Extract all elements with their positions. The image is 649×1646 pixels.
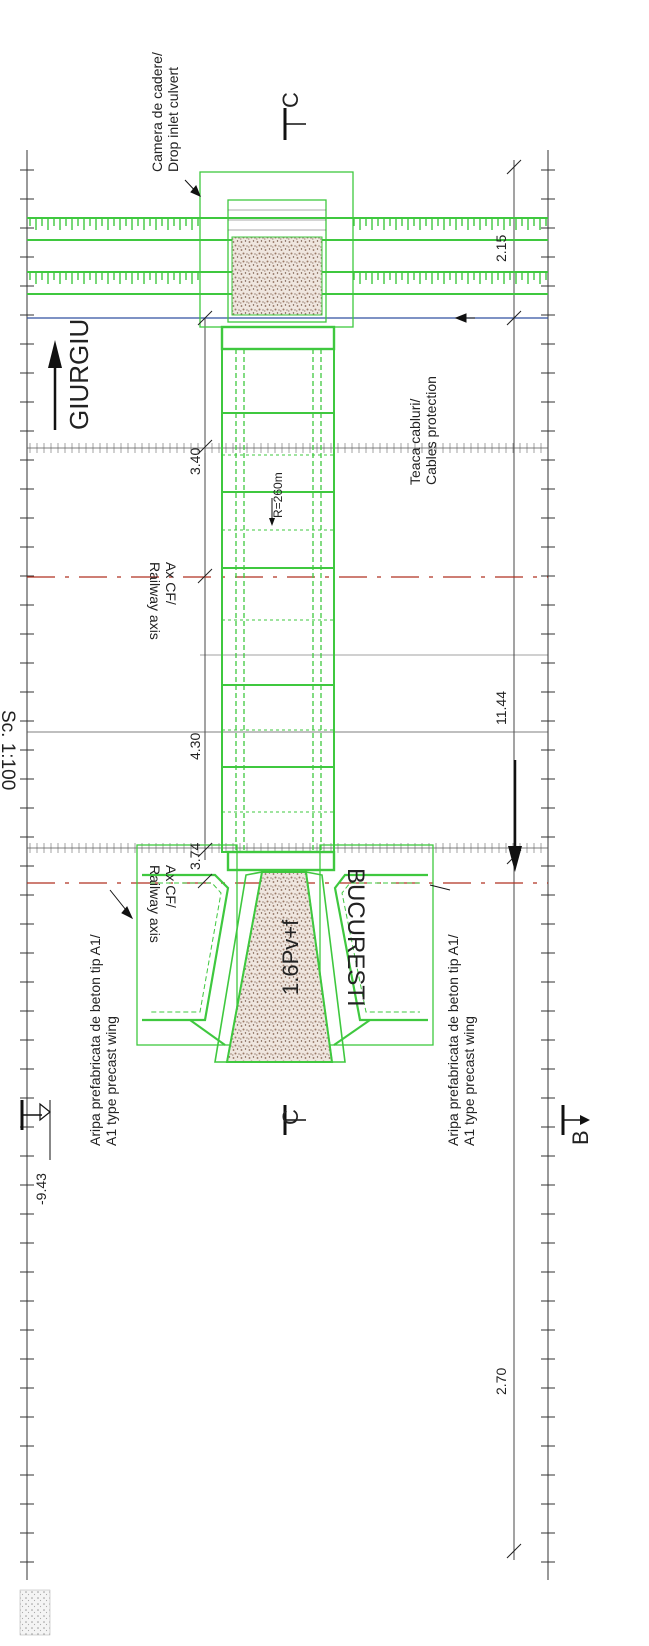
wing-right-label-ro: Aripa prefabricata de beton tip A1/ <box>445 934 461 1146</box>
dimension-2-70: 2.70 <box>493 1368 509 1395</box>
labels: Sc. 1:100 Camera de cadere/ Drop inlet c… <box>0 52 593 1395</box>
scale-label: Sc. 1:100 <box>0 710 18 790</box>
wing-right-label-en: A1 type precast wing <box>461 1016 477 1146</box>
outlet-wings <box>136 844 434 1063</box>
direction-giurgiu: GIURGIU <box>64 319 94 430</box>
bucuresti-arrow <box>508 760 522 872</box>
level-mark-label: -9.43 <box>33 1173 49 1205</box>
section-marker-c-top <box>283 108 306 140</box>
dimension-marks <box>197 159 522 1559</box>
culvert-code: 1.6Pv+f <box>278 919 303 995</box>
cables-label-en: Cables protection <box>423 376 439 485</box>
section-b-label: B <box>568 1130 593 1145</box>
leader-lines <box>109 179 475 920</box>
background-lines <box>26 150 549 1580</box>
railway-axis-ro-1: Ax CF/ <box>163 562 179 605</box>
legend-swatch <box>19 1589 51 1636</box>
rail-ticks <box>20 169 555 1563</box>
dimension-3-74: 3.74 <box>187 843 203 870</box>
drop-inlet-label-ro: Camera de cadere/ <box>149 52 165 172</box>
cables-label-ro: Teaca cabluri/ <box>407 399 423 485</box>
dimension-4-30: 4.30 <box>187 733 203 760</box>
drop-inlet-chamber <box>199 171 354 328</box>
wing-left-label-en: A1 type precast wing <box>103 1016 119 1146</box>
wing-left-label-ro: Aripa prefabricata de beton tip A1/ <box>87 934 103 1146</box>
drop-inlet-label-en: Drop inlet culvert <box>165 67 181 172</box>
section-c-top-label: C <box>278 92 303 108</box>
section-marker-top-left <box>20 1100 42 1130</box>
dimension-2-15: 2.15 <box>493 235 509 262</box>
level-marker <box>19 1100 51 1636</box>
section-marker-b <box>561 1105 590 1135</box>
dimension-11-44: 11.44 <box>493 691 509 725</box>
railway-axis-ro-2: Ax CF/ <box>163 865 179 908</box>
dimension-3-40: 3.40 <box>187 448 203 475</box>
radius-arrow <box>269 498 275 526</box>
direction-bucuresti: BUCURESTI <box>342 868 369 1007</box>
section-c-bottom-label: C <box>278 1109 303 1125</box>
railway-axis-en-2: Railway axis <box>147 865 163 943</box>
culvert-barrel <box>220 325 336 872</box>
section-marker-c-bottom <box>283 1105 306 1135</box>
railway-axis-en-1: Railway axis <box>147 562 163 640</box>
giurgiu-arrow <box>48 340 62 430</box>
curve-radius-label: R=260m <box>271 472 285 518</box>
railway-axis-lines <box>27 576 548 884</box>
